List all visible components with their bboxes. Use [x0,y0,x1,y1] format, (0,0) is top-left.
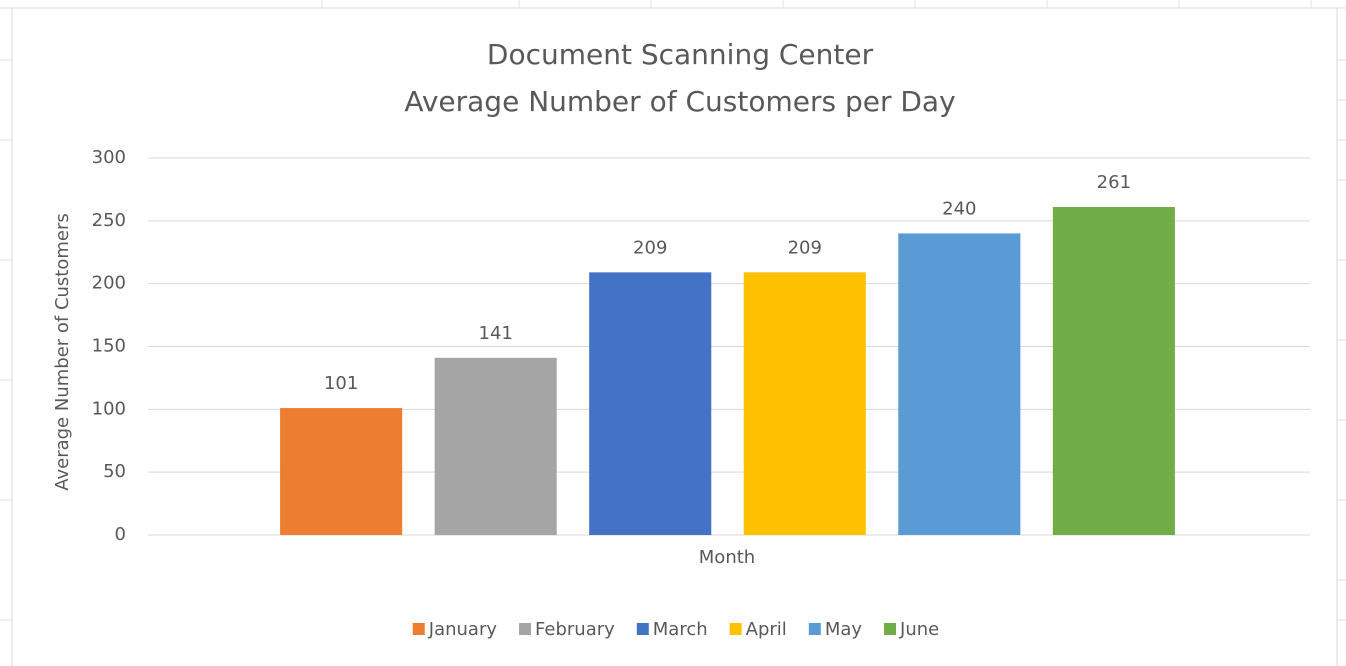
bar [434,357,557,535]
legend-label: May [825,619,863,640]
x-axis-label: Month [699,547,755,568]
legend-swatch [729,623,742,635]
bar [589,272,712,535]
y-axis-label: Average Number of Customers [52,213,73,491]
bar [898,233,1021,535]
data-label: 261 [1097,172,1131,193]
legend-label: February [535,619,615,640]
data-label: 101 [324,373,358,394]
legend-label: January [428,619,498,640]
legend-swatch [412,623,425,635]
legend-label: March [653,619,708,640]
data-label: 209 [633,237,667,258]
legend-swatch [884,623,897,635]
chart-subtitle: Average Number of Customers per Day [404,85,955,118]
bar [280,408,403,535]
y-tick-label: 50 [103,461,126,482]
y-tick-label: 250 [92,210,126,231]
legend-label: April [746,619,787,640]
data-label: 209 [788,237,822,258]
y-tick-label: 150 [92,336,126,357]
y-tick-label: 0 [115,524,126,545]
legend-swatch [519,623,532,635]
data-label: 240 [942,198,976,219]
legend-swatch [636,623,649,635]
data-label: 141 [479,323,513,344]
legend-label: June [899,619,939,640]
bar [743,272,866,535]
legend-swatch [808,623,821,635]
chart-title: Document Scanning Center [487,38,874,71]
y-tick-label: 300 [92,147,126,168]
bar [1052,207,1175,535]
y-tick-label: 200 [92,273,126,294]
y-tick-label: 100 [92,398,126,419]
